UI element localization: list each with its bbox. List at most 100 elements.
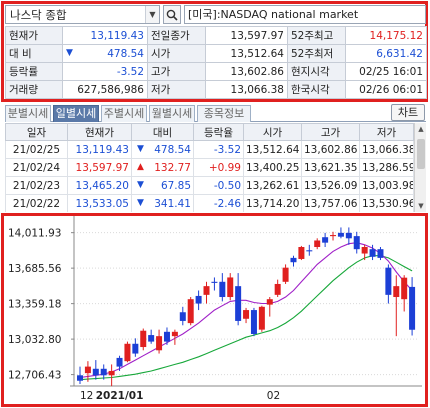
change-value: 132.77 (154, 161, 191, 174)
column-header[interactable]: 고가 (301, 123, 360, 141)
candle-body (100, 368, 107, 376)
candle-down[interactable] (345, 227, 352, 245)
chart-button[interactable]: 차트 (391, 104, 425, 121)
candle-up[interactable] (227, 273, 234, 301)
column-header[interactable]: 등락율 (193, 123, 244, 141)
candle-up[interactable] (401, 275, 408, 312)
candle-down[interactable] (353, 231, 360, 254)
candle-down[interactable] (100, 364, 107, 380)
arrow-down-icon: ▼ (137, 179, 144, 190)
candle-up[interactable] (124, 341, 131, 363)
candle-up[interactable] (203, 281, 210, 304)
candle-down[interactable] (179, 306, 186, 326)
index-name: 나스닥 종합 (10, 7, 67, 22)
candle-up[interactable] (258, 305, 265, 332)
table-row[interactable]: 21/02/25 13,119.43 ▼ 478.54 -3.52 13,512.64 13… (5, 140, 414, 159)
tab-daily[interactable]: 일별시세 (53, 105, 99, 122)
candle-down[interactable] (409, 277, 416, 336)
candle-down[interactable] (369, 244, 376, 261)
candle-body (393, 286, 400, 298)
cell-pct: -0.50 (193, 176, 244, 195)
scrollbar-thumb[interactable] (417, 139, 425, 169)
chevron-down-icon[interactable]: ▼ (145, 6, 159, 23)
candle-body (179, 312, 186, 321)
candle-down[interactable] (116, 355, 123, 371)
candle-up[interactable] (266, 297, 273, 317)
scroll-down-icon[interactable]: ▼ (418, 202, 424, 210)
candle-down[interactable] (163, 327, 170, 345)
candle-body (361, 247, 368, 254)
table-row[interactable]: 21/02/23 13,465.20 ▼ 67.85 -0.50 13,262.61 13,… (5, 176, 414, 195)
candle-body (274, 283, 281, 295)
x-tick-label: 2021/01 (96, 390, 144, 402)
column-header[interactable]: 현재가 (67, 123, 132, 141)
candle-up[interactable] (314, 238, 321, 250)
candle-body (385, 267, 392, 295)
candle-down[interactable] (337, 227, 344, 239)
cell-date: 21/02/22 (5, 194, 68, 212)
table-row[interactable]: 21/02/22 13,533.05 ▼ 341.41 -2.46 13,714.20 13… (5, 194, 414, 212)
tab-weekly[interactable]: 주별시세 (101, 105, 147, 122)
table-row[interactable]: 21/02/24 13,597.97 ▲ 132.77 +0.99 13,400.25 13… (5, 158, 414, 177)
search-button[interactable] (163, 5, 181, 24)
cell-change: ▼ 67.85 (131, 176, 194, 195)
candle-down[interactable] (250, 307, 257, 337)
candle-down[interactable] (211, 277, 218, 291)
quote-value: 627,586,986 (62, 80, 148, 99)
candle-body (219, 281, 226, 298)
candle-up[interactable] (330, 231, 337, 241)
column-header[interactable]: 저가 (359, 123, 414, 141)
tab-stock-info[interactable]: 종목정보 (197, 105, 251, 122)
candle-up[interactable] (282, 264, 289, 284)
candle-up[interactable] (171, 329, 178, 345)
candle-body (282, 267, 289, 282)
candlestick-chart[interactable]: 14,011.93 13,685.56 13,359.18 13,032.80 12,7… (4, 216, 425, 404)
candle-up[interactable] (361, 244, 368, 261)
candle-down[interactable] (219, 273, 226, 302)
candle-up[interactable] (243, 307, 250, 324)
quote-label: 52주최저 (287, 44, 346, 63)
candle-up[interactable] (274, 279, 281, 298)
candle-up[interactable] (140, 328, 147, 351)
arrow-down-icon: ▼ (137, 143, 144, 154)
candle-body (330, 235, 337, 237)
candle-body (77, 375, 83, 381)
column-header[interactable]: 일자 (5, 123, 68, 141)
scroll-up-icon[interactable]: ▲ (418, 125, 424, 133)
candle-body (203, 286, 210, 295)
y-tick-label: 13,032.80 (8, 334, 61, 346)
quote-label: 52주최고 (287, 26, 346, 45)
candle-down[interactable] (148, 329, 155, 344)
chart-panel-highlight (1, 213, 428, 407)
candle-down[interactable] (377, 247, 384, 261)
candle-down[interactable] (195, 290, 202, 311)
quote-row: 거래량 627,586,986 저가 13,066.38 한국시각 02/26 06:01 (5, 80, 427, 99)
candle-up[interactable] (108, 364, 115, 387)
quote-value: 13,512.64 (205, 44, 288, 63)
candle-down[interactable] (235, 273, 242, 326)
candle-down[interactable] (77, 366, 83, 384)
tab-minute[interactable]: 분별시세 (5, 105, 51, 122)
tab-monthly[interactable]: 월별시세 (149, 105, 195, 122)
candle-up[interactable] (156, 329, 163, 354)
column-header[interactable]: 시가 (243, 123, 302, 141)
candle-up[interactable] (298, 245, 305, 261)
candle-up[interactable] (393, 275, 400, 337)
vertical-scrollbar[interactable]: ▲ ▼ (414, 123, 426, 212)
candle-down[interactable] (132, 338, 139, 357)
column-header[interactable]: 대비 (131, 123, 194, 141)
candle-down[interactable] (306, 244, 313, 256)
quote-label: 전일종가 (147, 26, 206, 45)
cell-date: 21/02/25 (5, 140, 68, 159)
candle-down[interactable] (290, 255, 297, 267)
candle-body (314, 240, 321, 248)
candle-body (266, 299, 273, 305)
index-selector[interactable]: 나스닥 종합 ▼ (5, 5, 160, 24)
candle-up[interactable] (187, 297, 194, 326)
candle-body (187, 299, 194, 324)
candle-down[interactable] (322, 232, 329, 248)
candle-body (377, 249, 384, 258)
candle-up[interactable] (84, 361, 91, 382)
candle-down[interactable] (385, 264, 392, 304)
candle-down[interactable] (92, 360, 99, 380)
